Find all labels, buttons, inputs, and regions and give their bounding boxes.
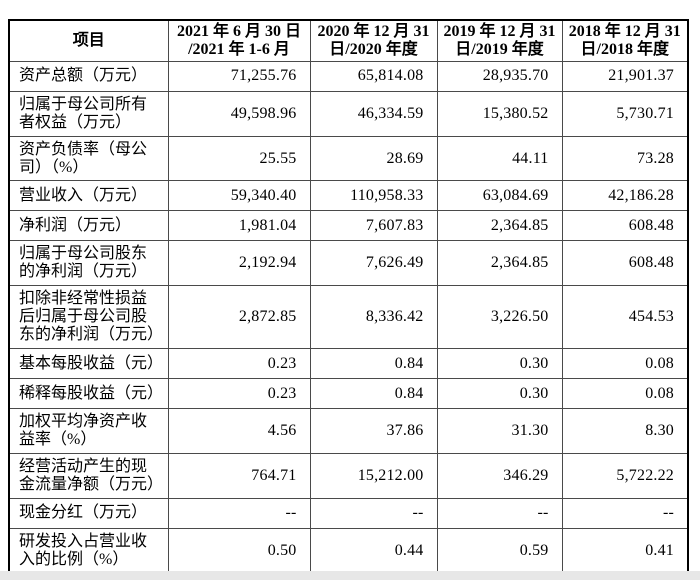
table-row: 基本每股收益（元） 0.23 0.84 0.30 0.08 xyxy=(8,347,689,379)
table-row: 扣除非经常性损益后归属于母公司股东的净利润（万元） 2,872.85 8,336.4… xyxy=(8,285,689,349)
value-cell: 21,901.37 xyxy=(561,60,689,92)
column-header-3: 2019 年 12 月 31 日/2019 年度 xyxy=(436,19,563,62)
value-cell: 28,935.70 xyxy=(436,60,563,92)
value-cell: 2,192.94 xyxy=(167,240,311,287)
row-label: 研发投入占营业收入的比例（%） xyxy=(8,527,169,574)
value-cell: 2,364.85 xyxy=(436,240,563,287)
value-cell: 0.59 xyxy=(436,527,563,574)
value-cell: 0.44 xyxy=(309,527,438,574)
value-cell: 0.84 xyxy=(309,377,438,409)
column-header-0: 项目 xyxy=(8,19,169,62)
value-cell: 25.55 xyxy=(167,135,311,182)
value-cell: 5,730.71 xyxy=(561,90,689,137)
value-cell: 0.50 xyxy=(167,527,311,574)
value-cell: 7,626.49 xyxy=(309,240,438,287)
table-header-row: 项目 2021 年 6 月 30 日 /2021 年 1-6 月 2020 年 12… xyxy=(8,19,689,62)
value-cell: 2,364.85 xyxy=(436,210,563,242)
value-cell: 8,336.42 xyxy=(309,285,438,349)
row-label: 资产负债率（母公司）（%） xyxy=(8,135,169,182)
financial-summary-table: 项目 2021 年 6 月 30 日 /2021 年 1-6 月 2020 年 12… xyxy=(8,19,689,575)
value-cell: 2,872.85 xyxy=(167,285,311,349)
table-row: 加权平均净资产收益率（%） 4.56 37.86 31.30 8.30 xyxy=(8,407,689,454)
table-row: 净利润（万元） 1,981.04 7,607.83 2,364.85 608.48 xyxy=(8,210,689,242)
value-cell: -- xyxy=(309,497,438,529)
value-cell: -- xyxy=(167,497,311,529)
table-row: 资产负债率（母公司）（%） 25.55 28.69 44.11 73.28 xyxy=(8,135,689,182)
value-cell: 63,084.69 xyxy=(436,180,563,212)
table-row: 归属于母公司所有者权益（万元） 49,598.96 46,334.59 15,380.… xyxy=(8,90,689,137)
table-row: 归属于母公司股东的净利润（万元） 2,192.94 7,626.49 2,364.85… xyxy=(8,240,689,287)
value-cell: 346.29 xyxy=(436,452,563,499)
value-cell: 65,814.08 xyxy=(309,60,438,92)
table-row: 研发投入占营业收入的比例（%） 0.50 0.44 0.59 0.41 xyxy=(8,527,689,574)
value-cell: 0.84 xyxy=(309,347,438,379)
table-row: 经营活动产生的现金流量净额（万元） 764.71 15,212.00 346.29 5,… xyxy=(8,452,689,499)
value-cell: 42,186.28 xyxy=(561,180,689,212)
value-cell: 31.30 xyxy=(436,407,563,454)
value-cell: 0.08 xyxy=(561,377,689,409)
row-label: 基本每股收益（元） xyxy=(8,347,169,379)
row-label: 归属于母公司股东的净利润（万元） xyxy=(8,240,169,287)
row-label: 稀释每股收益（元） xyxy=(8,377,169,409)
value-cell: 1,981.04 xyxy=(167,210,311,242)
value-cell: 0.30 xyxy=(436,347,563,379)
value-cell: 4.56 xyxy=(167,407,311,454)
value-cell: 49,598.96 xyxy=(167,90,311,137)
column-header-2: 2020 年 12 月 31 日/2020 年度 xyxy=(309,19,438,62)
value-cell: 7,607.83 xyxy=(309,210,438,242)
value-cell: 44.11 xyxy=(436,135,563,182)
row-label: 加权平均净资产收益率（%） xyxy=(8,407,169,454)
value-cell: 37.86 xyxy=(309,407,438,454)
value-cell: 0.23 xyxy=(167,377,311,409)
value-cell: -- xyxy=(436,497,563,529)
value-cell: 0.23 xyxy=(167,347,311,379)
row-label: 现金分红（万元） xyxy=(8,497,169,529)
value-cell: -- xyxy=(561,497,689,529)
row-label: 经营活动产生的现金流量净额（万元） xyxy=(8,452,169,499)
value-cell: 15,380.52 xyxy=(436,90,563,137)
table-row: 稀释每股收益（元） 0.23 0.84 0.30 0.08 xyxy=(8,377,689,409)
value-cell: 0.08 xyxy=(561,347,689,379)
viewer-background-strip xyxy=(0,571,700,580)
value-cell: 73.28 xyxy=(561,135,689,182)
value-cell: 71,255.76 xyxy=(167,60,311,92)
value-cell: 608.48 xyxy=(561,210,689,242)
table-row: 资产总额（万元） 71,255.76 65,814.08 28,935.70 21,90… xyxy=(8,60,689,92)
row-label: 归属于母公司所有者权益（万元） xyxy=(8,90,169,137)
row-label: 净利润（万元） xyxy=(8,210,169,242)
value-cell: 608.48 xyxy=(561,240,689,287)
row-label: 营业收入（万元） xyxy=(8,180,169,212)
row-label: 资产总额（万元） xyxy=(8,60,169,92)
value-cell: 0.30 xyxy=(436,377,563,409)
value-cell: 15,212.00 xyxy=(309,452,438,499)
value-cell: 59,340.40 xyxy=(167,180,311,212)
column-header-4: 2018 年 12 月 31 日/2018 年度 xyxy=(561,19,689,62)
table-row: 现金分红（万元） -- -- -- -- xyxy=(8,497,689,529)
value-cell: 454.53 xyxy=(561,285,689,349)
value-cell: 0.41 xyxy=(561,527,689,574)
column-header-1: 2021 年 6 月 30 日 /2021 年 1-6 月 xyxy=(167,19,311,62)
table-row: 营业收入（万元） 59,340.40 110,958.33 63,084.69 42,1… xyxy=(8,180,689,212)
value-cell: 28.69 xyxy=(309,135,438,182)
value-cell: 3,226.50 xyxy=(436,285,563,349)
value-cell: 764.71 xyxy=(167,452,311,499)
value-cell: 5,722.22 xyxy=(561,452,689,499)
row-label: 扣除非经常性损益后归属于母公司股东的净利润（万元） xyxy=(8,285,169,349)
value-cell: 8.30 xyxy=(561,407,689,454)
value-cell: 110,958.33 xyxy=(309,180,438,212)
value-cell: 46,334.59 xyxy=(309,90,438,137)
